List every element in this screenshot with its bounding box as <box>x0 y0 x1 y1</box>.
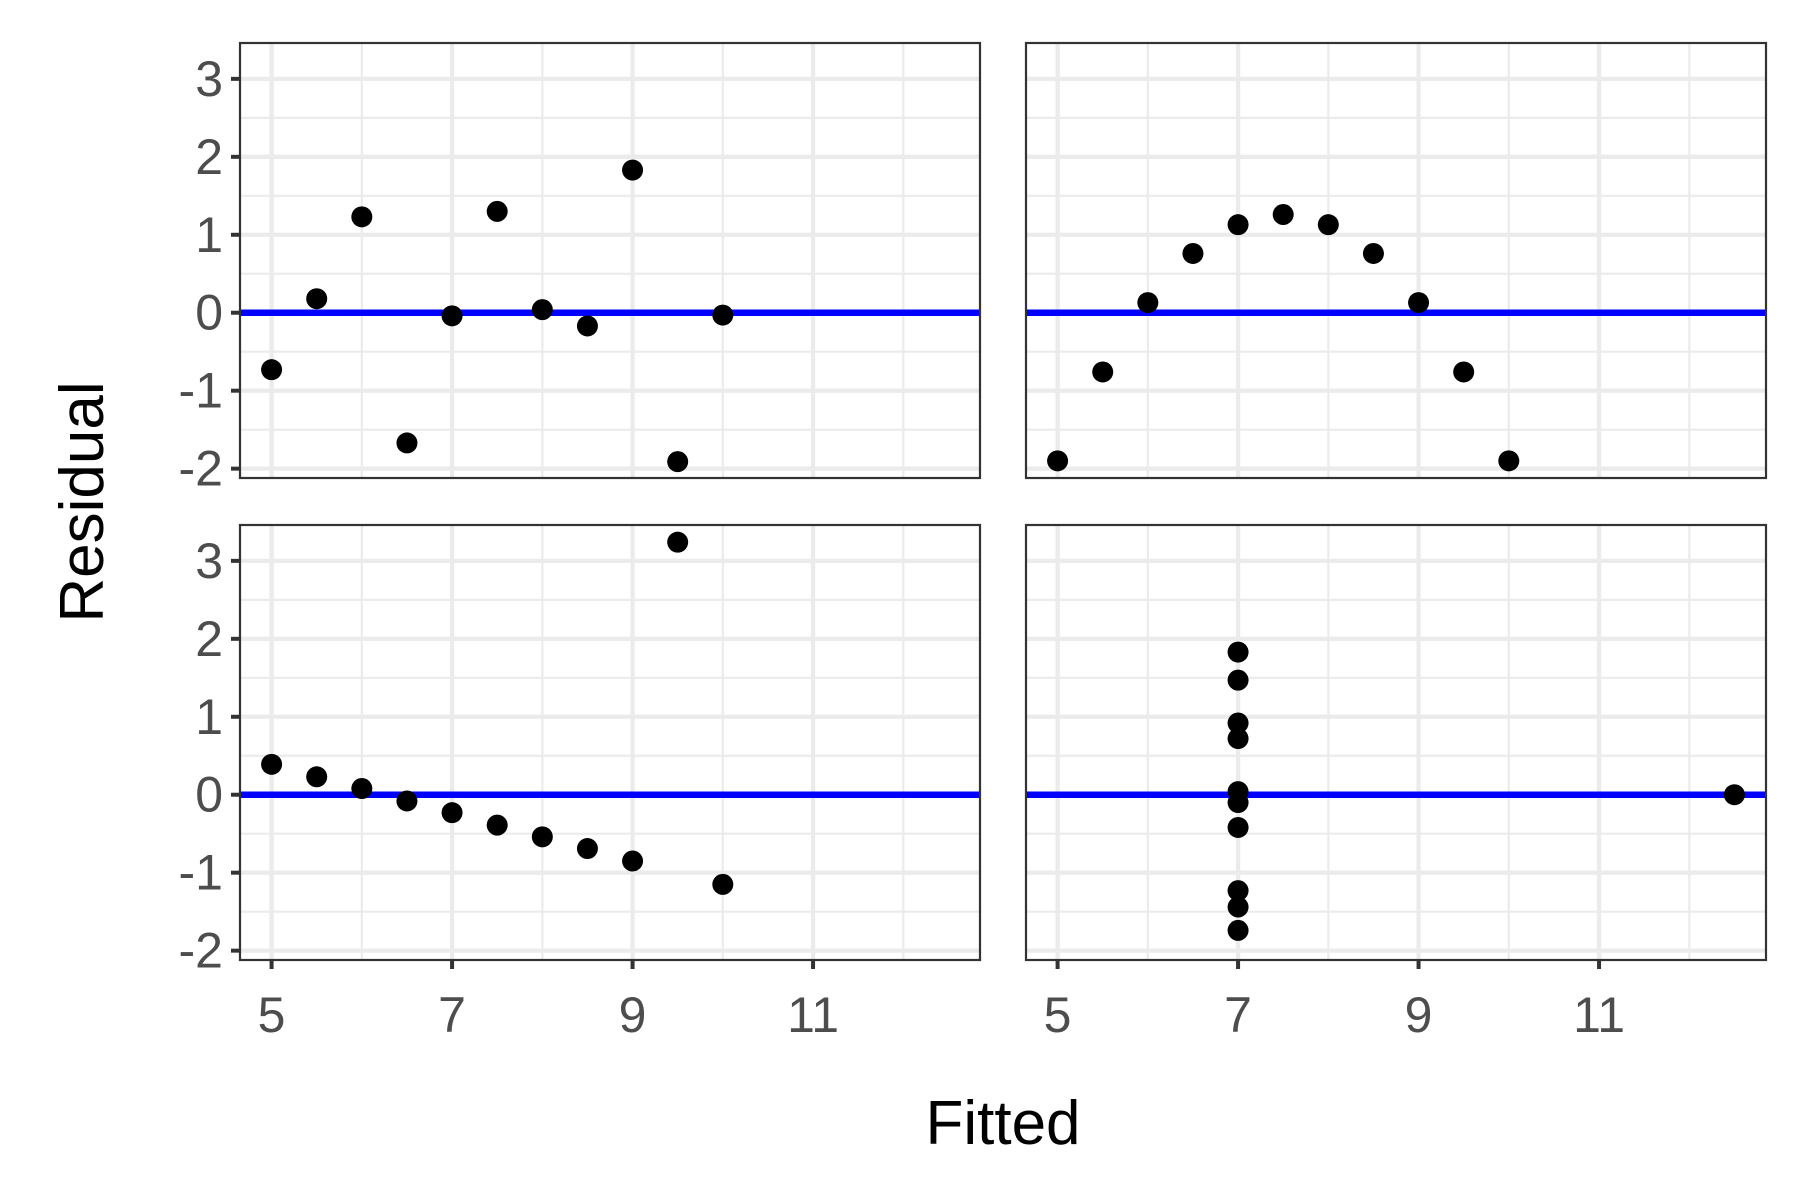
data-point <box>1227 669 1249 691</box>
y-tick-label: 1 <box>195 689 223 745</box>
y-axis-title: Residual <box>48 381 117 622</box>
data-point <box>622 159 644 181</box>
data-point <box>351 206 373 228</box>
data-point <box>1723 784 1745 806</box>
data-point <box>1227 880 1249 902</box>
data-point <box>1227 728 1249 750</box>
panel-top-left <box>238 41 982 480</box>
panel-border <box>238 523 982 962</box>
data-point <box>396 790 418 812</box>
y-tick-label: -2 <box>179 923 223 979</box>
data-point <box>441 305 463 327</box>
x-tick-label: 11 <box>1573 987 1625 1043</box>
x-tick-label: 7 <box>438 987 466 1043</box>
y-tick-label: 0 <box>195 767 223 823</box>
data-point <box>1227 816 1249 838</box>
data-point <box>1137 292 1159 314</box>
data-point <box>667 531 689 553</box>
data-point <box>1453 361 1475 383</box>
data-point <box>1272 204 1294 226</box>
y-tick-label: 3 <box>195 533 223 589</box>
data-point <box>1227 792 1249 814</box>
y-tick-label: 2 <box>195 129 223 185</box>
data-point <box>576 838 598 860</box>
panel-border <box>1024 523 1768 962</box>
x-tick-label: 9 <box>1405 987 1433 1043</box>
data-point <box>531 299 553 321</box>
y-tick-label: 0 <box>195 285 223 341</box>
data-point <box>1227 641 1249 663</box>
panel-top-right <box>1024 41 1768 480</box>
y-tick-label: 2 <box>195 611 223 667</box>
data-point <box>1317 214 1339 236</box>
x-tick-label: 9 <box>619 987 647 1043</box>
data-point <box>1182 242 1204 264</box>
x-tick-label: 11 <box>787 987 839 1043</box>
data-point <box>261 359 283 381</box>
y-tick-label: -1 <box>179 363 223 419</box>
y-tick-label: 1 <box>195 207 223 263</box>
data-point <box>1498 450 1520 472</box>
data-point <box>1408 292 1430 314</box>
axes-layer: -2 -1 0 1 2 3 -2 -1 0 1 2 3 5 7 9 11 5 7 9 11 <box>179 51 1625 1043</box>
data-point <box>1092 361 1114 383</box>
data-point <box>306 288 328 310</box>
y-tick-label: -2 <box>179 441 223 497</box>
data-point <box>712 873 734 895</box>
data-point <box>306 766 328 788</box>
data-point <box>622 850 644 872</box>
data-point <box>396 432 418 454</box>
panel-border <box>238 41 982 480</box>
panel-bottom-right <box>1024 523 1768 962</box>
data-point <box>712 304 734 326</box>
x-axis-title: Fitted <box>925 1089 1080 1158</box>
y-tick-label: -1 <box>179 845 223 901</box>
data-point <box>261 753 283 775</box>
data-point <box>1227 214 1249 236</box>
data-point <box>1227 896 1249 918</box>
data-point <box>486 814 508 836</box>
panel-border <box>1024 41 1768 480</box>
panels-layer <box>238 41 1768 962</box>
data-point <box>1227 712 1249 734</box>
data-point <box>441 802 463 824</box>
data-point <box>486 200 508 222</box>
x-tick-label: 5 <box>1044 987 1072 1043</box>
data-point <box>1047 450 1069 472</box>
data-point <box>531 826 553 848</box>
data-point <box>667 451 689 473</box>
y-tick-label: 3 <box>195 51 223 107</box>
panel-bottom-left <box>238 523 982 962</box>
data-point <box>1362 242 1384 264</box>
data-point <box>351 777 373 799</box>
data-point <box>576 315 598 337</box>
x-tick-label: 7 <box>1224 987 1252 1043</box>
data-point <box>1227 919 1249 941</box>
x-tick-label: 5 <box>258 987 286 1043</box>
